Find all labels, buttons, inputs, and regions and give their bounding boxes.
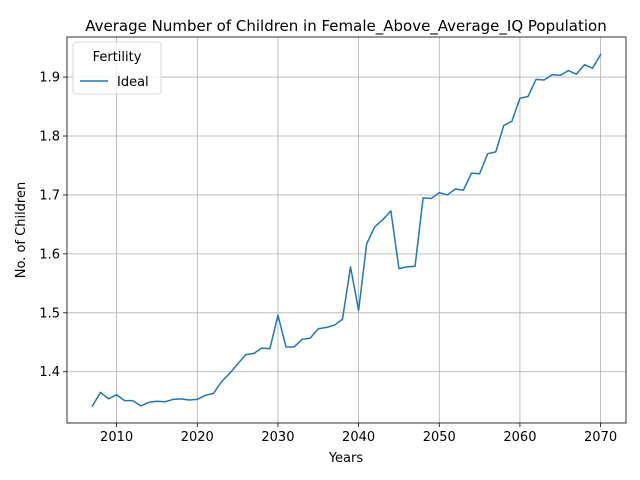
chart-title: Average Number of Children in Female_Abo… — [85, 17, 606, 36]
y-axis-label: No. of Children — [14, 182, 29, 278]
x-tick-label: 2050 — [423, 430, 456, 445]
x-tick-label: 2060 — [503, 430, 536, 445]
y-tick-label: 1.6 — [39, 247, 60, 262]
x-tick-label: 2070 — [584, 430, 617, 445]
y-tick-label: 1.9 — [39, 71, 60, 86]
axes-frame — [66, 36, 627, 424]
y-tick-label: 1.8 — [39, 130, 60, 145]
legend-title: Fertility — [93, 50, 142, 65]
grid-lines — [67, 37, 626, 423]
x-tick-label: 2040 — [342, 430, 375, 445]
legend: Fertility Ideal — [72, 41, 162, 95]
y-axis: 1.4 1.5 1.6 1.7 1.8 1.9 — [39, 71, 67, 380]
x-tick-label: 2030 — [261, 430, 294, 445]
series-line-ideal — [91, 53, 602, 407]
axes-spines — [66, 36, 627, 424]
series-layer — [91, 53, 602, 407]
x-tick-label: 2020 — [181, 430, 214, 445]
x-axis-label: Years — [328, 451, 364, 466]
x-tick-label: 2010 — [100, 430, 133, 445]
y-tick-label: 1.5 — [39, 306, 60, 321]
legend-label-ideal: Ideal — [117, 75, 149, 90]
y-tick-label: 1.7 — [39, 188, 60, 203]
y-tick-label: 1.4 — [39, 365, 60, 380]
x-axis: 2010 2020 2030 2040 2050 2060 2070 — [100, 423, 617, 445]
plot-area — [67, 37, 626, 423]
